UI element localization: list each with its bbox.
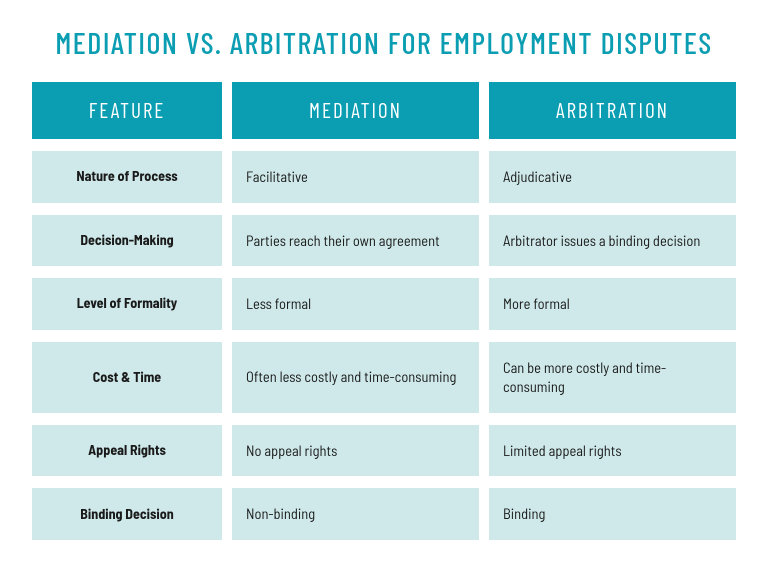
feature-label: Level of Formality: [32, 278, 222, 330]
column-header-arbitration: ARBITRATION: [489, 82, 736, 139]
arbitration-cell: More formal: [489, 278, 736, 330]
arbitration-cell: Can be more costly and time-consuming: [489, 342, 736, 413]
comparison-table: FEATURE MEDIATION ARBITRATION Nature of …: [32, 82, 736, 540]
mediation-cell: Parties reach their own agreement: [232, 215, 479, 267]
arbitration-cell: Arbitrator issues a binding decision: [489, 215, 736, 267]
arbitration-cell: Limited appeal rights: [489, 425, 736, 477]
feature-label: Binding Decision: [32, 488, 222, 540]
arbitration-cell: Binding: [489, 488, 736, 540]
mediation-cell: Often less costly and time-consuming: [232, 342, 479, 413]
feature-label: Cost & Time: [32, 342, 222, 413]
column-header-mediation: MEDIATION: [232, 82, 479, 139]
feature-label: Decision-Making: [32, 215, 222, 267]
feature-label: Appeal Rights: [32, 425, 222, 477]
mediation-cell: Less formal: [232, 278, 479, 330]
mediation-cell: Facilitative: [232, 151, 479, 203]
feature-label: Nature of Process: [32, 151, 222, 203]
column-header-feature: FEATURE: [32, 82, 222, 139]
arbitration-cell: Adjudicative: [489, 151, 736, 203]
mediation-cell: No appeal rights: [232, 425, 479, 477]
mediation-cell: Non-binding: [232, 488, 479, 540]
page-title: MEDIATION VS. ARBITRATION FOR EMPLOYMENT…: [32, 24, 736, 60]
